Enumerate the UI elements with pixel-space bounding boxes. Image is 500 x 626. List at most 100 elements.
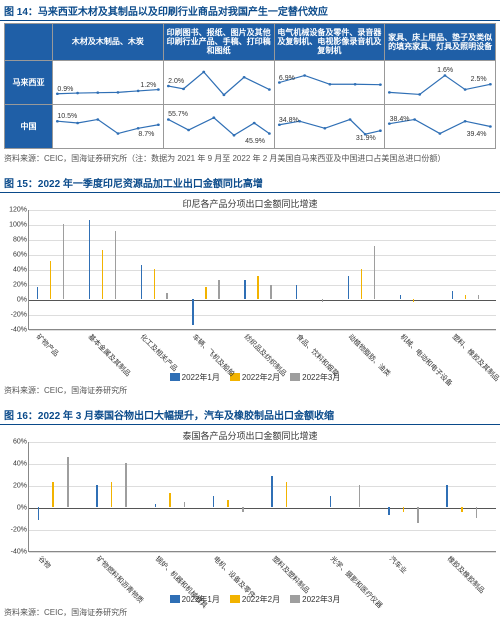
f14-spark-label: 38.4% bbox=[390, 116, 410, 123]
fig15-bar bbox=[89, 220, 90, 299]
fig15-bar bbox=[244, 280, 245, 299]
fig16-bar bbox=[227, 500, 229, 507]
fig15-bar bbox=[257, 276, 258, 299]
fig16-bar bbox=[286, 482, 288, 506]
f14-spark-1-1: 55.7%45.9% bbox=[163, 104, 274, 148]
figure-14: 图 14：马来西亚木材及其制品以及印刷行业商品对我国产生一定替代效应 木材及木制… bbox=[0, 0, 500, 166]
fig15-ytick: 60% bbox=[5, 251, 27, 258]
figure-14-source: 资料来源：CEIC，国海证券研究所（注：数据为 2021 年 9 月至 2022… bbox=[0, 151, 500, 166]
figure-14-table-wrap: 木材及木制品、木炭 印刷图书、报纸、图片及其他印刷行业产品、手稿、打印稿和图纸 … bbox=[0, 21, 500, 151]
fig16-xlabel: 塑料及塑料制品 bbox=[270, 554, 312, 596]
fig15-bar bbox=[166, 293, 167, 299]
fig16-bar bbox=[330, 496, 332, 507]
figure-16-source: 资料来源：CEIC，国海证券研究所 bbox=[0, 605, 500, 620]
fig16-bar bbox=[111, 482, 113, 506]
fig16-bar bbox=[388, 507, 390, 516]
figure-16-chart-wrap: 泰国各产品分项出口金额同比增速 -40%-20%0%20%40%60% 谷物矿物… bbox=[0, 425, 500, 605]
fig15-ytick: 120% bbox=[5, 206, 27, 213]
fig16-bar bbox=[417, 507, 419, 524]
fig15-ytick: 100% bbox=[5, 221, 27, 228]
fig15-bar bbox=[296, 285, 297, 299]
fig16-xlabel: 汽车业 bbox=[387, 554, 409, 576]
fig15-ytick: 0% bbox=[5, 296, 27, 303]
fig15-ytick: 20% bbox=[5, 281, 27, 288]
f14-spark-label: 2.5% bbox=[471, 76, 487, 83]
fig15-bar bbox=[374, 246, 375, 299]
fig15-xlabel: 矿物产品 bbox=[34, 332, 61, 359]
fig15-bar bbox=[141, 265, 142, 299]
fig15-bar bbox=[37, 287, 38, 298]
fig16-group bbox=[29, 442, 87, 551]
fig16-ytick: 20% bbox=[5, 482, 27, 489]
fig16-group bbox=[321, 442, 379, 551]
figure-14-table: 木材及木制品、木炭 印刷图书、报纸、图片及其他印刷行业产品、手稿、打印稿和图纸 … bbox=[4, 23, 496, 149]
fig15-group bbox=[81, 210, 133, 329]
fig15-legend-swatch bbox=[290, 373, 300, 381]
figure-16-title: 图 16：2022 年 3 月泰国谷物出口大幅提升，汽车及橡胶制品出口金额收缩 bbox=[0, 404, 500, 425]
f14-spark-label: 31.9% bbox=[356, 135, 376, 142]
f14-spark-label: 8.7% bbox=[138, 131, 154, 138]
fig15-ytick: -40% bbox=[5, 326, 27, 333]
fig15-ytick: -20% bbox=[5, 311, 27, 318]
figure-15-title: 图 15：2022 年一季度印尼资源品加工业出口金额同比高增 bbox=[0, 172, 500, 193]
f14-col-1: 印刷图书、报纸、图片及其他印刷行业产品、手稿、打印稿和图纸 bbox=[163, 24, 274, 61]
fig16-legend-swatch bbox=[290, 595, 300, 603]
fig16-ytick: -20% bbox=[5, 526, 27, 533]
fig15-bar bbox=[154, 269, 155, 299]
fig15-group bbox=[340, 210, 392, 329]
fig16-ytick: 60% bbox=[5, 438, 27, 445]
f14-spark-1-3: 38.4% 39.4% bbox=[385, 104, 496, 148]
fig16-group bbox=[87, 442, 145, 551]
f14-rowhead-0: 马来西亚 bbox=[5, 60, 53, 104]
fig16-group bbox=[379, 442, 437, 551]
f14-spark-label: 0.9% bbox=[57, 86, 73, 93]
figure-16-chart-title: 泰国各产品分项出口金额同比增速 bbox=[4, 429, 496, 442]
fig16-ytick: -40% bbox=[5, 548, 27, 555]
fig16-legend-label: 2022年3月 bbox=[302, 595, 340, 604]
figure-15: 图 15：2022 年一季度印尼资源品加工业出口金额同比高增 印尼各产品分项出口… bbox=[0, 172, 500, 398]
fig16-bar bbox=[96, 485, 98, 507]
fig15-bar bbox=[465, 295, 466, 299]
f14-corner bbox=[5, 24, 53, 61]
fig15-bar bbox=[218, 280, 219, 299]
figure-15-legend: 2022年1月2022年2月2022年3月 bbox=[4, 370, 496, 383]
figure-15-chart-title: 印尼各产品分项出口金额同比增速 bbox=[4, 197, 496, 210]
f14-spark-0-3: 1.6%2.5% bbox=[385, 60, 496, 104]
fig16-bar bbox=[125, 463, 127, 507]
fig15-legend-swatch bbox=[170, 373, 180, 381]
f14-spark-label: 6.9% bbox=[279, 75, 295, 82]
fig15-xlabel: 化工及相关产品 bbox=[138, 332, 180, 374]
fig15-bar bbox=[452, 291, 453, 299]
fig15-bar bbox=[102, 250, 103, 299]
fig15-bar bbox=[322, 299, 323, 303]
f14-spark-label: 55.7% bbox=[168, 111, 188, 118]
fig16-legend-swatch bbox=[230, 595, 240, 603]
fig16-group bbox=[146, 442, 204, 551]
f14-spark-0-0: 0.9% 1.2% bbox=[53, 60, 164, 104]
f14-col-3: 家具、床上用品、垫子及类似的填充家具、灯具及照明设备 bbox=[385, 24, 496, 61]
fig16-groups bbox=[29, 442, 496, 551]
fig16-bar bbox=[403, 507, 405, 513]
fig15-group bbox=[392, 210, 444, 329]
fig16-bar bbox=[446, 485, 448, 507]
fig16-xlabel: 橡胶及橡胶制品 bbox=[445, 554, 487, 596]
fig16-bar bbox=[461, 507, 463, 513]
fig15-group bbox=[288, 210, 340, 329]
fig16-bar bbox=[169, 493, 171, 506]
fig15-legend-label: 2022年1月 bbox=[182, 373, 220, 382]
fig16-bar bbox=[52, 482, 54, 506]
f14-col-0: 木材及木制品、木炭 bbox=[53, 24, 164, 61]
figure-16-xlabels: 谷物矿物燃料和沥青物质锅炉、机器和机械器具电机、设备及零件塑料及塑料制品光学、摄… bbox=[28, 552, 496, 592]
fig15-group bbox=[237, 210, 289, 329]
fig16-ytick: 40% bbox=[5, 460, 27, 467]
fig16-legend-swatch bbox=[170, 595, 180, 603]
fig15-group bbox=[185, 210, 237, 329]
fig16-group bbox=[438, 442, 496, 551]
f14-spark-0-2: 6.9% bbox=[274, 60, 385, 104]
fig15-bar bbox=[192, 299, 193, 325]
fig15-group bbox=[29, 210, 81, 329]
f14-spark-label: 1.2% bbox=[140, 82, 156, 89]
f14-spark-label: 39.4% bbox=[467, 131, 487, 138]
fig16-xlabel: 谷物 bbox=[36, 554, 53, 571]
f14-spark-label: 2.0% bbox=[168, 78, 184, 85]
